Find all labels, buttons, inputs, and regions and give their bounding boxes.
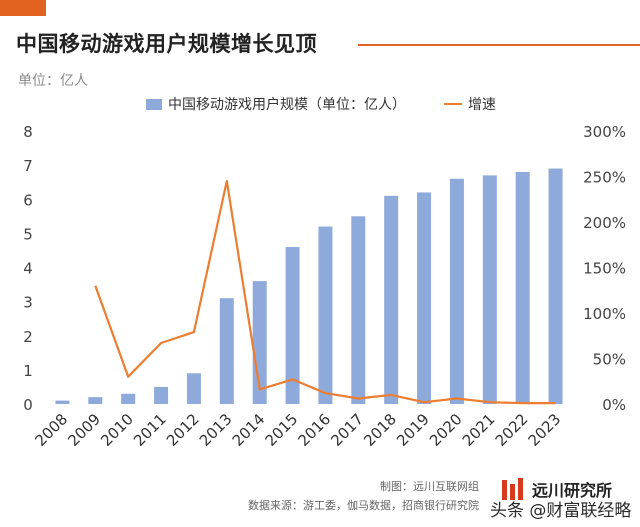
y-right-tick-150%: 150% [583,260,626,278]
legend-bar-swatch [146,98,162,110]
bar-2017 [351,216,366,404]
x-tick-2011: 2011 [130,410,170,450]
chart: 0 1 2 3 4 5 6 7 8 0% 50% 100% 150% 200% 250% 300% 2008… [23,123,626,450]
bar-2019 [417,192,432,404]
legend-bar-label: 中国移动游戏用户规模（单位：亿人） [168,97,406,113]
x-tick-2021: 2021 [459,410,499,450]
credit-text: 制图：远川互联网组 [380,480,479,493]
x-tick-2013: 2013 [196,410,236,450]
bar-2016 [318,226,333,404]
y-left-tick-2: 2 [23,328,33,346]
bar-2021 [482,175,497,404]
bar-2015 [285,247,300,404]
bar-2022 [515,171,530,404]
title-rule [358,44,640,46]
legend: 中国移动游戏用户规模（单位：亿人） 增速 [146,94,496,114]
brand-logo-icon [502,478,523,500]
x-tick-2015: 2015 [262,410,302,450]
x-tick-2010: 2010 [97,410,137,450]
y-right-tick-0%: 0% [602,396,626,414]
x-tick-2016: 2016 [295,410,335,450]
y-left-tick-6: 6 [23,191,33,209]
y-left-tick-8: 8 [23,123,33,141]
legend-line-swatch [444,103,462,105]
bar-2013 [219,298,234,404]
bar-2020 [449,178,464,404]
y-left-tick-5: 5 [23,225,33,243]
x-tick-2019: 2019 [393,410,433,450]
x-tick-2012: 2012 [163,410,203,450]
corner-accent [0,0,46,16]
x-tick-2014: 2014 [229,410,269,450]
y-right-tick-50%: 50% [593,351,626,369]
x-tick-2009: 2009 [64,410,104,450]
x-tick-2008: 2008 [32,410,72,450]
brand: 远川研究所 [500,476,612,502]
x-tick-2023: 2023 [525,410,565,450]
bar-2009 [88,397,103,404]
y-right-tick-200%: 200% [583,214,626,232]
y-left-tick-0: 0 [23,396,33,414]
brand-name: 远川研究所 [532,481,613,500]
growth-line [94,180,556,405]
y-left-tick-1: 1 [23,362,33,380]
y-left-tick-7: 7 [23,157,33,175]
x-tick-2020: 2020 [426,410,466,450]
x-tick-2018: 2018 [360,410,400,450]
chart-title: 中国移动游戏用户规模增长见顶 [16,32,317,56]
source-text: 数据来源：游工委，伽马数据，招商银行研究院 [248,499,479,512]
y-right-tick-300%: 300% [583,123,626,141]
bar-2011 [154,386,169,404]
bar-2010 [121,393,136,404]
bar-2018 [384,195,399,404]
y-left-tick-4: 4 [23,260,33,278]
bar-2008 [55,400,70,404]
y-right-tick-250%: 250% [583,169,626,187]
watermark-text: 头条 @财富联经略 [490,501,632,521]
y-left-tick-3: 3 [23,294,33,312]
x-tick-2017: 2017 [327,410,367,450]
bar-2012 [186,373,201,404]
y-right-tick-100%: 100% [583,305,626,323]
unit-label: 单位：亿人 [18,73,88,89]
bar-2023 [548,168,563,404]
x-tick-2022: 2022 [492,410,532,450]
legend-line-label: 增速 [468,97,496,113]
